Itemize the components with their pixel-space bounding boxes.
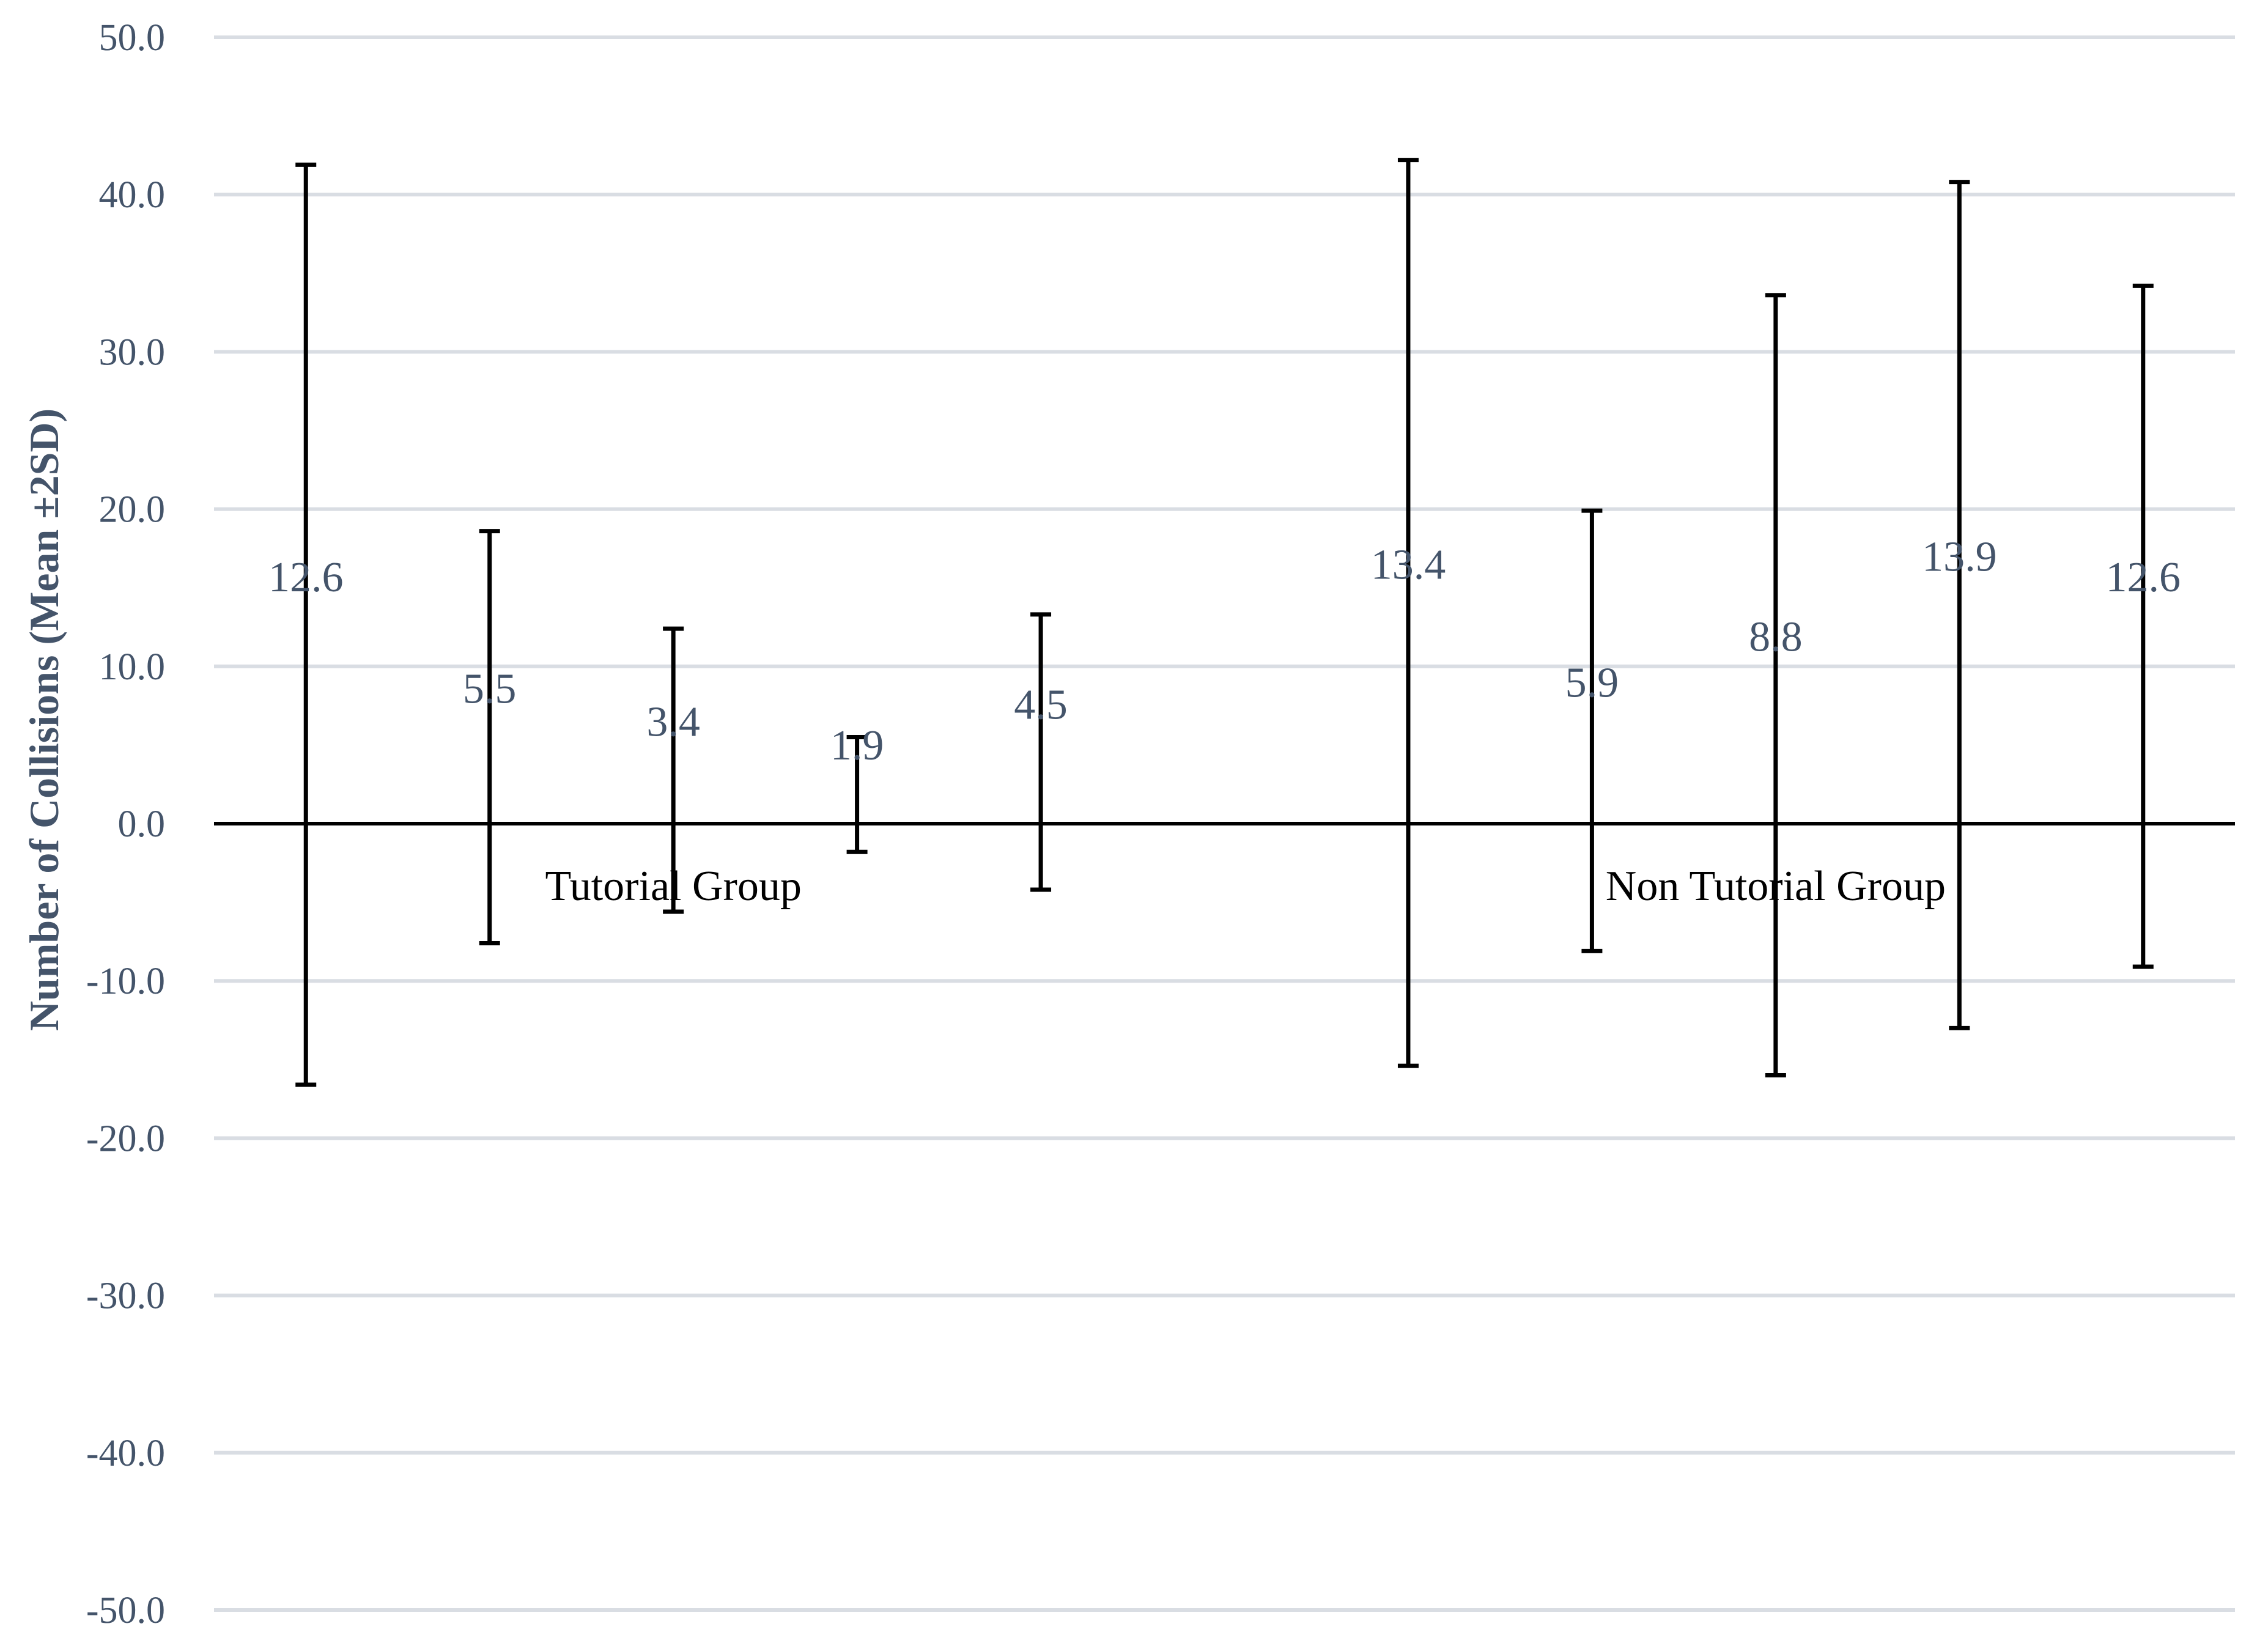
y-tick-label: 40.0 — [99, 174, 166, 216]
mean-data-label: 1.9 — [830, 722, 884, 769]
error-bars: 12.6 5.5 3.4 1.9 4.5 13.4 5.9 8.8 13.9 12.6 — [268, 158, 2181, 1087]
mean-data-label: 12.6 — [268, 554, 344, 601]
y-tick-label: 50.0 — [99, 17, 166, 59]
y-tick-label: -10.0 — [86, 961, 165, 1002]
y-tick-label: -30.0 — [86, 1276, 165, 1317]
group-labels: Tutorial Group Non Tutorial Group — [545, 863, 1946, 910]
mean-data-label: 13.4 — [1371, 541, 1446, 588]
y-tick-label: 30.0 — [99, 331, 166, 373]
mean-data-label: 5.9 — [1565, 659, 1619, 706]
y-axis-label: Number of Collisions (Mean ±2SD) — [21, 408, 67, 1031]
mean-data-label: 13.9 — [1922, 533, 1997, 580]
gridlines — [214, 35, 2235, 1612]
y-axis-ticks: 50.0 40.0 30.0 20.0 10.0 0.0 -10.0 -20.0 -30.0 -4… — [86, 17, 165, 1631]
y-tick-label: 0.0 — [118, 803, 166, 845]
group-label: Non Tutorial Group — [1606, 863, 1946, 910]
group-label: Tutorial Group — [545, 863, 801, 910]
mean-data-label: 8.8 — [1749, 614, 1803, 661]
y-tick-label: -50.0 — [86, 1590, 165, 1631]
mean-data-label: 4.5 — [1014, 681, 1068, 728]
y-tick-label: -40.0 — [86, 1433, 165, 1474]
y-tick-label: 20.0 — [99, 489, 166, 531]
mean-data-label: 12.6 — [2106, 554, 2181, 601]
y-tick-label: -20.0 — [86, 1118, 165, 1159]
mean-data-label: 3.4 — [646, 699, 700, 746]
mean-data-label: 5.5 — [463, 666, 517, 713]
y-tick-label: 10.0 — [99, 646, 166, 688]
